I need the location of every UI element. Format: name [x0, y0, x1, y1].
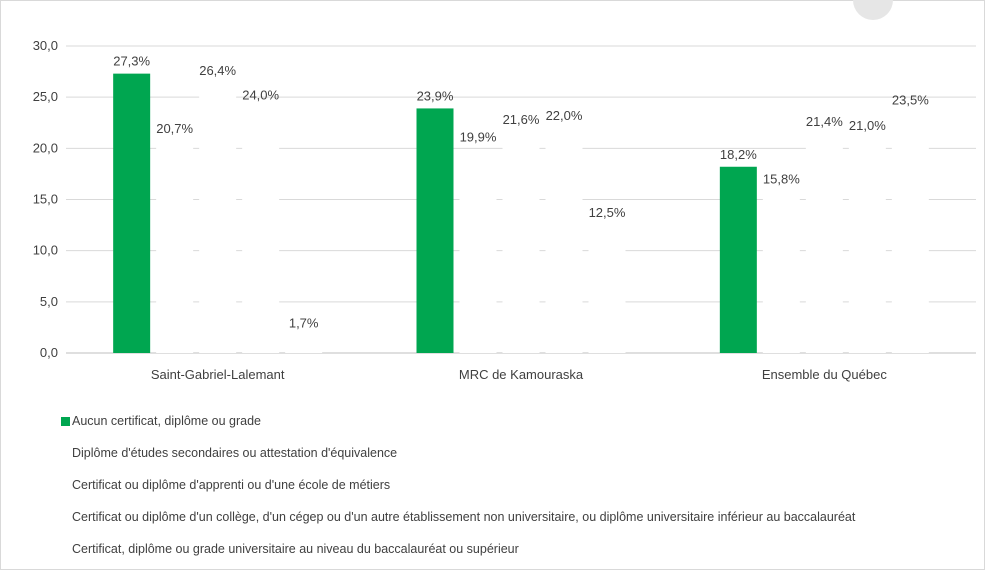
data-label: 23,5%: [892, 93, 929, 108]
bar: [805, 134, 843, 353]
bar: [459, 149, 497, 353]
y-tick-label: 15,0: [33, 192, 58, 207]
bar: [719, 166, 757, 353]
y-axis-tick-labels: 0,0 5,0 10,0 15,0 20,0 25,0 30,0: [33, 38, 58, 360]
legend-item: Diplôme d'études secondaires ou attestat…: [61, 441, 981, 465]
bar: [588, 225, 626, 353]
bar: [416, 108, 454, 353]
bar: [848, 138, 886, 353]
y-tick-label: 30,0: [33, 38, 58, 53]
data-label: 23,9%: [417, 88, 454, 103]
data-labels: 27,3% 20,7% 26,4% 24,0% 1,7% 23,9% 19,9% 21,6% 2…: [113, 54, 929, 331]
legend-swatch: [61, 480, 70, 490]
data-label: 24,0%: [242, 87, 279, 102]
bar: [285, 335, 323, 353]
legend-swatch: [61, 416, 70, 426]
data-label: 22,0%: [546, 108, 583, 123]
legend-item: Certificat ou diplôme d'apprenti ou d'un…: [61, 473, 981, 497]
legend-label: Certificat, diplôme ou grade universitai…: [72, 542, 519, 556]
legend-item: Certificat ou diplôme d'un collège, d'un…: [61, 505, 981, 529]
y-tick-label: 10,0: [33, 243, 58, 258]
y-tick-label: 5,0: [40, 294, 58, 309]
legend-swatch: [61, 512, 70, 522]
y-tick-label: 20,0: [33, 140, 58, 155]
data-label: 21,0%: [849, 118, 886, 133]
legend-swatch: [61, 544, 70, 554]
category-label: MRC de Kamouraska: [459, 367, 584, 382]
data-label: 21,4%: [806, 114, 843, 129]
legend: Aucun certificat, diplôme ou grade Diplô…: [61, 409, 981, 569]
category-labels: Saint-Gabriel-Lalemant MRC de Kamouraska E…: [151, 367, 888, 382]
bars: [113, 73, 929, 354]
bar: [113, 73, 151, 353]
bar: [156, 141, 194, 353]
legend-label: Certificat ou diplôme d'apprenti ou d'un…: [72, 478, 391, 492]
data-label: 18,2%: [720, 147, 757, 162]
data-label: 19,9%: [460, 129, 497, 144]
legend-item: Certificat, diplôme ou grade universitai…: [61, 537, 981, 561]
y-tick-label: 25,0: [33, 89, 58, 104]
data-label: 20,7%: [156, 121, 193, 136]
bar: [891, 112, 929, 354]
data-label: 1,7%: [289, 316, 319, 331]
bar: [242, 107, 280, 354]
y-tick-label: 0,0: [40, 345, 58, 360]
legend-item: Aucun certificat, diplôme ou grade: [61, 409, 981, 433]
bar: [199, 82, 237, 353]
category-label: Ensemble du Québec: [762, 367, 888, 382]
chart-plot: 0,0 5,0 10,0 15,0 20,0 25,0 30,0 27,3% 20,7% 26,…: [33, 38, 976, 382]
bar: [545, 127, 583, 353]
data-label: 15,8%: [763, 171, 800, 186]
category-label: Saint-Gabriel-Lalemant: [151, 367, 285, 382]
bar: [502, 131, 540, 353]
corner-decoration: [853, 0, 893, 20]
data-label: 27,3%: [113, 54, 150, 69]
data-label: 26,4%: [199, 63, 236, 78]
data-label: 21,6%: [503, 112, 540, 127]
bar: [762, 191, 800, 353]
data-label: 12,5%: [589, 205, 626, 220]
legend-label: Diplôme d'études secondaires ou attestat…: [72, 446, 398, 460]
legend-label: Aucun certificat, diplôme ou grade: [72, 414, 261, 428]
legend-label: Certificat ou diplôme d'un collège, d'un…: [72, 510, 856, 524]
legend-swatch: [61, 448, 70, 458]
